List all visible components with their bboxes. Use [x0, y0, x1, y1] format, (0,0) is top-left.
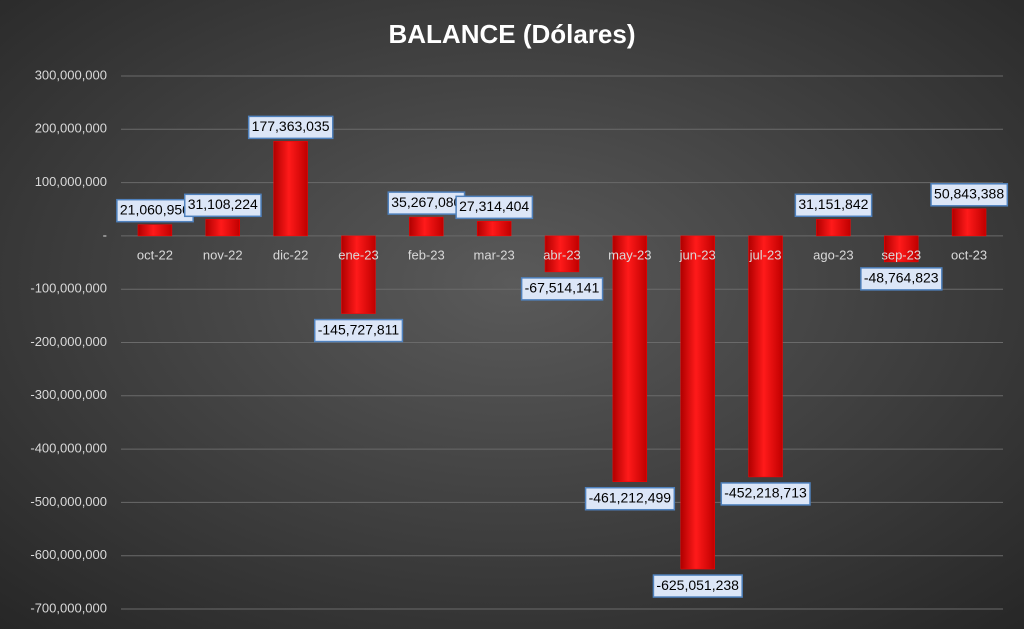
y-tick-label: 300,000,000: [35, 67, 107, 82]
value-label: -625,051,238: [656, 577, 739, 593]
y-tick-label: -400,000,000: [30, 441, 107, 456]
value-label: -452,218,713: [724, 485, 807, 501]
bar: [544, 235, 580, 273]
x-tick-label: dic-22: [273, 247, 308, 262]
x-tick-label: nov-22: [203, 247, 243, 262]
value-label: 27,314,404: [459, 198, 529, 214]
value-label: -48,764,823: [864, 270, 939, 286]
y-tick-label: 100,000,000: [35, 174, 107, 189]
bar: [137, 224, 173, 237]
value-label-box: [720, 482, 811, 506]
bar: [341, 235, 376, 314]
x-tick-label: ago-23: [813, 247, 853, 262]
y-tick-label: -600,000,000: [30, 547, 107, 562]
x-tick-label: ene-23: [338, 247, 378, 262]
value-label: 31,151,842: [798, 196, 868, 212]
bar: [476, 221, 512, 237]
value-label: 21,060,950: [120, 201, 190, 217]
y-tick-label: -500,000,000: [30, 494, 107, 509]
x-tick-label: feb-23: [408, 247, 445, 262]
value-label-box: [247, 115, 334, 140]
value-label: -461,212,499: [589, 489, 672, 505]
y-tick-label: 200,000,000: [35, 121, 107, 136]
value-label: 35,267,080: [391, 194, 461, 210]
x-tick-label: oct-23: [951, 247, 987, 262]
bar: [680, 235, 715, 570]
bar: [884, 235, 919, 263]
value-label-box: [183, 193, 262, 218]
y-tick-label: -: [103, 227, 107, 242]
value-label-box: [794, 193, 873, 218]
bar: [748, 235, 783, 478]
x-tick-label: may-23: [608, 247, 651, 262]
value-label-box: [930, 183, 1009, 207]
value-label: -145,727,811: [318, 321, 400, 337]
value-label-box: [860, 267, 943, 291]
x-tick-label: abr-23: [543, 247, 581, 262]
x-tick-label: sep-23: [881, 247, 921, 262]
value-label: -67,514,141: [525, 280, 600, 296]
x-tick-label: jul-23: [749, 247, 782, 262]
x-tick-label: oct-22: [137, 247, 173, 262]
bar: [816, 219, 851, 237]
x-tick-label: jun-23: [679, 247, 716, 262]
value-label-box: [652, 574, 743, 598]
y-tick-label: -200,000,000: [30, 334, 107, 349]
bar: [951, 208, 987, 237]
value-label-box: [584, 486, 676, 511]
x-tick-label: mar-23: [474, 247, 515, 262]
y-tick-label: -700,000,000: [30, 600, 107, 615]
value-label-box: [313, 318, 404, 343]
chart-title: BALANCE (Dólares): [388, 19, 635, 49]
y-tick-label: -100,000,000: [30, 281, 107, 296]
value-label-box: [520, 277, 604, 301]
y-tick-label: -300,000,000: [30, 387, 107, 402]
value-label: 50,843,388: [934, 186, 1004, 202]
bar: [273, 141, 308, 237]
value-label: 177,363,035: [252, 118, 330, 134]
value-label-box: [455, 195, 534, 220]
bar: [612, 235, 648, 482]
bar: [205, 219, 240, 237]
bar: [409, 216, 444, 237]
value-label: 31,108,224: [188, 196, 258, 212]
